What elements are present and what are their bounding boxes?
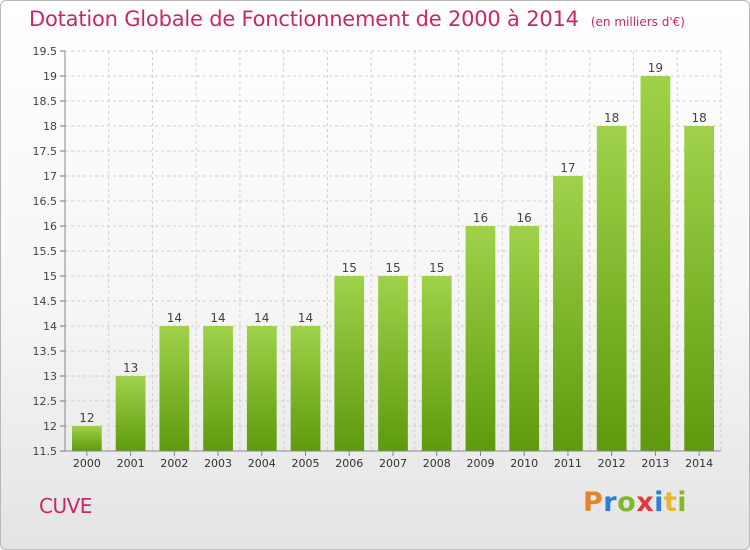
proxiti-logo: Proxiti (583, 487, 687, 518)
x-tick-label-2007: 2007 (379, 457, 407, 470)
y-tick-label: 18 (43, 120, 57, 133)
data-label-2014: 18 (691, 111, 706, 125)
x-tick-label-2010: 2010 (510, 457, 538, 470)
data-label-2000: 12 (79, 411, 94, 425)
x-tick-label-2001: 2001 (117, 457, 145, 470)
bar-2006 (334, 276, 365, 451)
data-label-2001: 13 (123, 361, 138, 375)
y-tick-label: 15 (43, 270, 57, 283)
logo-letter: r (603, 487, 618, 518)
bar-2010 (509, 226, 540, 451)
x-tick-label-2008: 2008 (423, 457, 451, 470)
data-label-2006: 15 (342, 261, 357, 275)
bar-2007 (378, 276, 408, 451)
data-label-2003: 14 (210, 311, 225, 325)
title-row: Dotation Globale de Fonctionnement de 20… (29, 7, 685, 31)
y-tick-label: 11.5 (33, 445, 58, 458)
labels-layer: 12 13 14 14 14 14 15 15 15 16 16 17 18 19 18 (79, 61, 707, 425)
y-tick-label: 19.5 (33, 45, 58, 58)
data-label-2008: 15 (429, 261, 444, 275)
x-tick-label-2004: 2004 (248, 457, 276, 470)
data-label-2011: 17 (560, 161, 575, 175)
bar-2013 (640, 76, 671, 451)
data-label-2005: 14 (298, 311, 313, 325)
y-tick-label: 16.5 (33, 195, 58, 208)
data-label-2002: 14 (167, 311, 182, 325)
x-tick-label-2002: 2002 (160, 457, 188, 470)
y-tick-label: 12 (43, 420, 57, 433)
data-label-2010: 16 (517, 211, 532, 225)
bar-2000 (71, 426, 102, 451)
y-tick-label: 13.5 (33, 345, 58, 358)
y-tick-label: 15.5 (33, 245, 58, 258)
y-tick-label: 17.5 (33, 145, 58, 158)
commune-name: CUVE (39, 494, 92, 518)
logo-letter: P (583, 487, 604, 518)
x-tick-label-2013: 2013 (641, 457, 669, 470)
chart-subtitle: (en milliers d'€) (590, 15, 685, 29)
data-label-2007: 15 (385, 261, 400, 275)
bar-2012 (596, 126, 627, 451)
x-tick-label-2005: 2005 (292, 457, 320, 470)
bar-2011 (553, 176, 583, 451)
bars-layer (71, 76, 715, 451)
data-label-2013: 19 (648, 61, 663, 75)
bar-2004 (246, 326, 277, 451)
logo-letter: o (617, 487, 637, 518)
y-tick-label: 17 (43, 170, 57, 183)
data-label-2004: 14 (254, 311, 269, 325)
axis-layer: 11.5 12 12.5 13 13.5 14 14.5 15 15.5 16 16.5 17 17.5… (33, 45, 721, 470)
y-tick-label: 13 (43, 370, 57, 383)
y-tick-label: 19 (43, 70, 57, 83)
data-label-2009: 16 (473, 211, 488, 225)
y-tick-label: 18.5 (33, 95, 58, 108)
x-tick-label-2011: 2011 (554, 457, 582, 470)
bar-2005 (290, 326, 321, 451)
x-tick-label-2012: 2012 (598, 457, 626, 470)
x-tick-label-2003: 2003 (204, 457, 232, 470)
chart-title: Dotation Globale de Fonctionnement de 20… (29, 7, 579, 31)
logo-letter: i (654, 487, 664, 518)
y-tick-label: 16 (43, 220, 57, 233)
bar-2008 (421, 276, 452, 451)
logo-letter: x (636, 487, 655, 518)
data-label-2012: 18 (604, 111, 619, 125)
x-tick-label-2006: 2006 (335, 457, 363, 470)
x-tick-label-2009: 2009 (466, 457, 494, 470)
y-tick-label: 14.5 (33, 295, 58, 308)
bar-2014 (684, 126, 715, 451)
bar-2002 (159, 326, 190, 451)
x-tick-label-2014: 2014 (685, 457, 713, 470)
logo-letter: t (663, 487, 678, 518)
y-tick-label: 12.5 (33, 395, 58, 408)
y-tick-label: 14 (43, 320, 57, 333)
bar-2003 (203, 326, 233, 451)
bar-2009 (465, 226, 496, 451)
x-tick-label-2000: 2000 (73, 457, 101, 470)
bar-2001 (115, 376, 146, 451)
logo-letter: i (677, 487, 688, 518)
